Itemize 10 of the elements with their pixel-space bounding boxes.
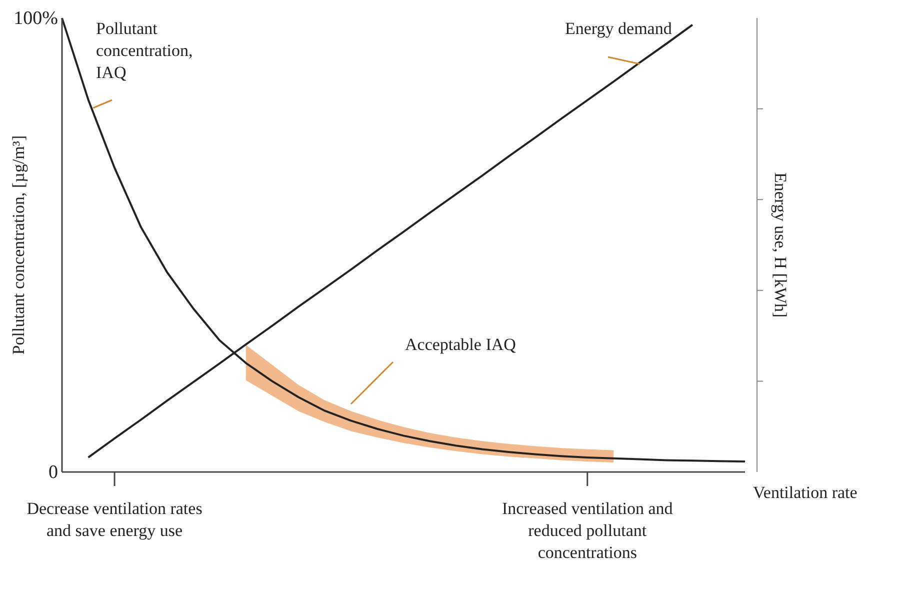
annotation: Acceptable IAQ — [405, 335, 516, 354]
y2-axis-title: Energy use, H [kWh] — [771, 172, 790, 318]
x-tick-label: Increased ventilation and reduced pollutant concentrations — [502, 499, 674, 562]
x-tick-label: Decrease ventilation rates and save energy use — [26, 499, 202, 540]
x-axis-title: Ventilation rate — [753, 483, 858, 502]
y-tick-label: 0 — [48, 462, 58, 483]
y-tick-label: 100% — [14, 8, 58, 29]
y-axis-title: Pollutant concentration, [µg/m³] — [9, 135, 28, 355]
series-label: Energy demand — [565, 19, 672, 38]
series-label: Pollutant concentration, IAQ — [96, 19, 193, 82]
